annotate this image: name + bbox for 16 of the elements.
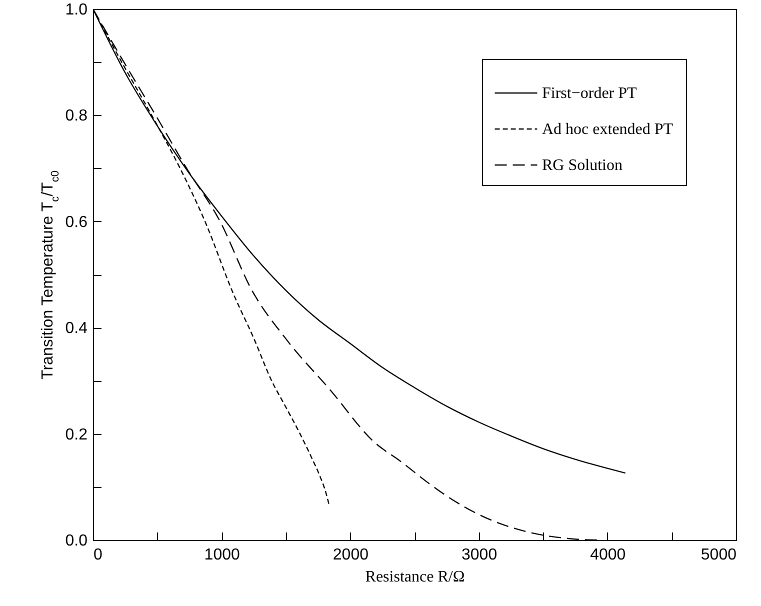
- y-tick-label: 1.0: [65, 2, 88, 18]
- x-tick-label: 0: [94, 546, 102, 564]
- x-tick-label: 5000: [700, 546, 737, 564]
- x-axis-title: Resistance R/Ω: [365, 568, 465, 586]
- y-tick-label: 0.8: [65, 108, 88, 125]
- x-tick-label: 3000: [462, 546, 498, 564]
- x-tick-label: 2000: [332, 546, 369, 564]
- y-tick-label: 0.0: [65, 532, 88, 550]
- legend-label: First−order PT: [542, 85, 638, 102]
- legend-label: Ad hoc extended PT: [542, 121, 674, 138]
- x-tick-label: 1000: [204, 546, 240, 564]
- legend-label: RG Solution: [542, 157, 622, 174]
- y-tick-label: 0.4: [65, 320, 88, 338]
- x-tick-label: 4000: [590, 546, 626, 564]
- y-tick-label: 0.2: [65, 426, 88, 444]
- y-tick-label: 0.6: [65, 214, 88, 231]
